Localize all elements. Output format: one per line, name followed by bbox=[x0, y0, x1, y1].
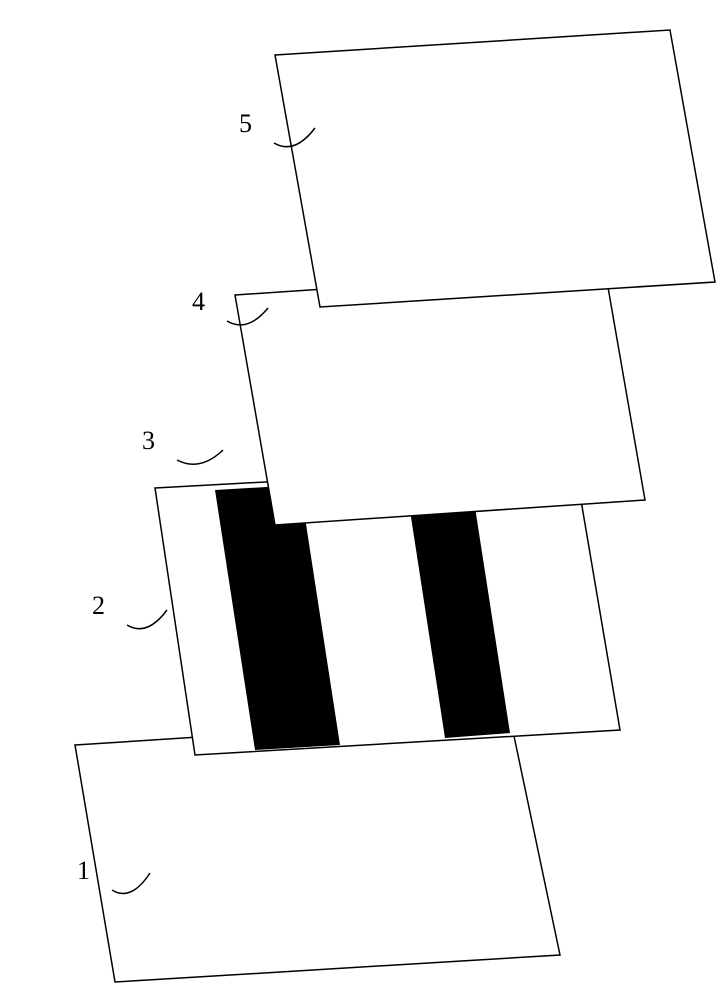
label-2: 2 bbox=[92, 591, 105, 620]
diagram-canvas: 1 2 3 4 5 bbox=[0, 0, 722, 1000]
layer-1 bbox=[75, 717, 560, 982]
label-1: 1 bbox=[77, 856, 90, 885]
leader-2 bbox=[127, 610, 167, 629]
layer-5 bbox=[275, 30, 715, 307]
label-5: 5 bbox=[239, 109, 252, 138]
label-3: 3 bbox=[142, 426, 155, 455]
leader-3 bbox=[177, 450, 223, 464]
layer-4 bbox=[235, 270, 645, 525]
label-4: 4 bbox=[192, 287, 205, 316]
